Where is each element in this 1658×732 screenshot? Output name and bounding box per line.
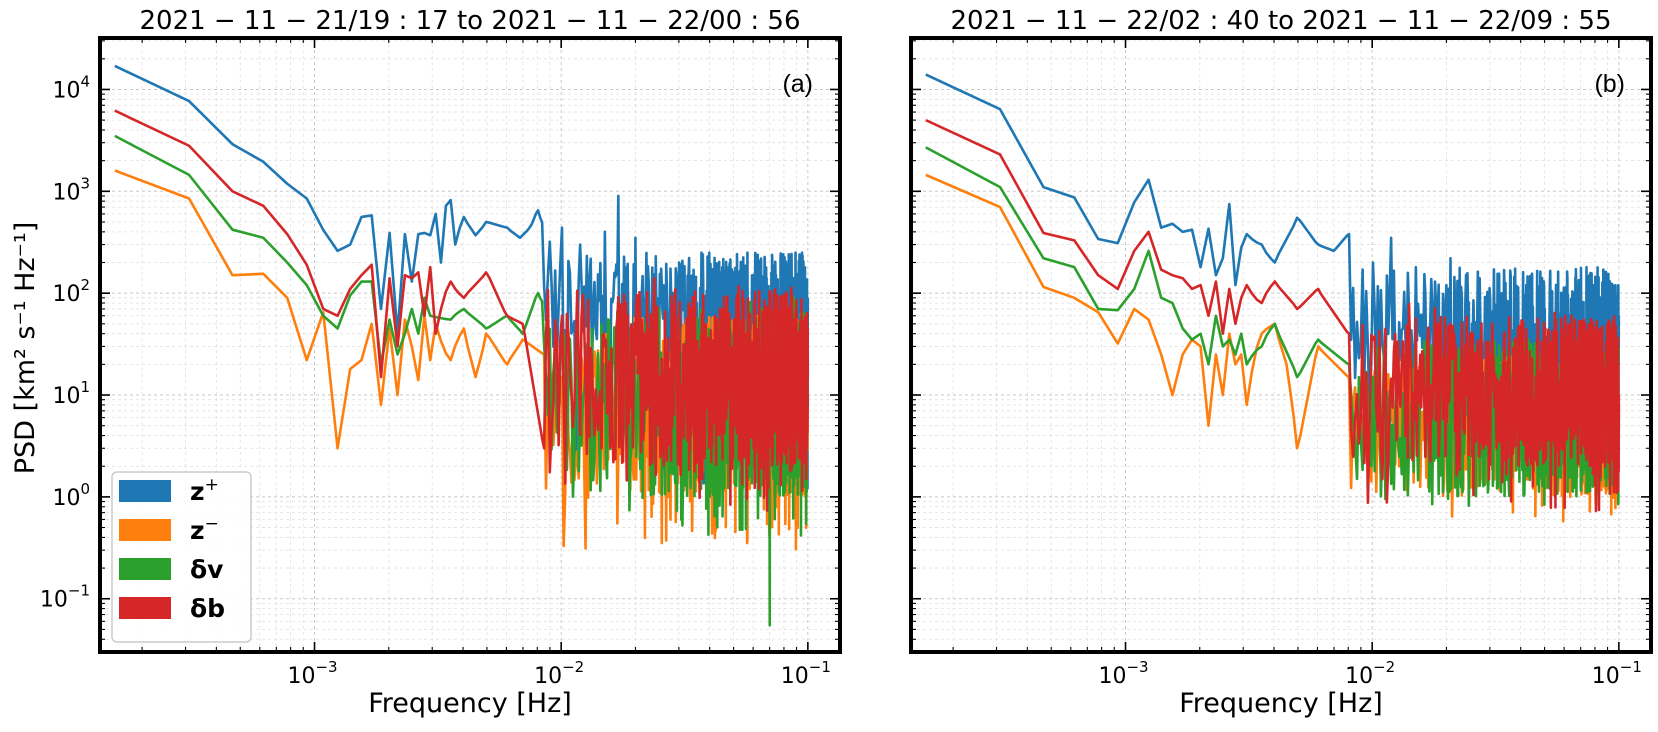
panel-b-tag: (b) bbox=[1594, 70, 1625, 98]
x-tick-label: 10−3 bbox=[287, 658, 337, 689]
panel-b-series bbox=[925, 73, 1621, 523]
legend-label-z_minus: z− bbox=[190, 514, 219, 545]
y-tick-label: 100 bbox=[52, 480, 90, 511]
y-tick-label: 102 bbox=[52, 276, 90, 307]
legend-label-dv: δv bbox=[190, 555, 223, 584]
panel-a-frame bbox=[98, 36, 842, 654]
panel-b-title: 2021 − 11 − 22/02 : 40 to 2021 − 11 − 22… bbox=[951, 6, 1612, 36]
y-tick-label: 101 bbox=[52, 378, 90, 409]
y-tick-label: 104 bbox=[52, 72, 90, 103]
legend-label-db: δb bbox=[190, 594, 225, 623]
series-line-db bbox=[925, 118, 1621, 513]
legend: z+ z− δv δb bbox=[111, 471, 252, 643]
series-line-db bbox=[114, 109, 810, 512]
panel-a: 2021 − 11 − 21/19 : 17 to 2021 − 11 − 22… bbox=[40, 6, 842, 719]
panel-a-tag: (a) bbox=[782, 70, 813, 98]
panel-b-ticks: 10−3 10−2 10−1 bbox=[911, 38, 1651, 689]
legend-swatch-z_plus bbox=[119, 480, 171, 502]
x-tick-label: 10−2 bbox=[1345, 658, 1395, 689]
panel-a-ticks: 10−3 10−2 10−1 10−1 100 101 102 103 104 bbox=[40, 38, 840, 689]
x-tick-label: 10−1 bbox=[781, 658, 831, 689]
panel-b-x-axis-label: Frequency [Hz] bbox=[1179, 688, 1383, 719]
panel-a-x-axis-label: Frequency [Hz] bbox=[368, 688, 572, 719]
y-tick-label: 10−1 bbox=[40, 582, 90, 613]
legend-label-z_plus: z+ bbox=[190, 475, 219, 506]
x-tick-label: 10−3 bbox=[1098, 658, 1148, 689]
panel-b: 2021 − 11 − 22/02 : 40 to 2021 − 11 − 22… bbox=[909, 6, 1653, 719]
panel-a-title: 2021 − 11 − 21/19 : 17 to 2021 − 11 − 22… bbox=[140, 6, 801, 36]
panel-a-series bbox=[114, 64, 810, 627]
x-tick-label: 10−2 bbox=[534, 658, 584, 689]
y-axis-label: PSD [km² s⁻¹ Hz⁻¹] bbox=[10, 222, 41, 474]
x-tick-label: 10−1 bbox=[1592, 658, 1642, 689]
legend-swatch-z_minus bbox=[119, 519, 171, 541]
legend-swatch-dv bbox=[119, 558, 171, 580]
panel-b-frame bbox=[909, 36, 1653, 654]
legend-swatch-db bbox=[119, 597, 171, 619]
y-tick-label: 103 bbox=[52, 174, 90, 205]
